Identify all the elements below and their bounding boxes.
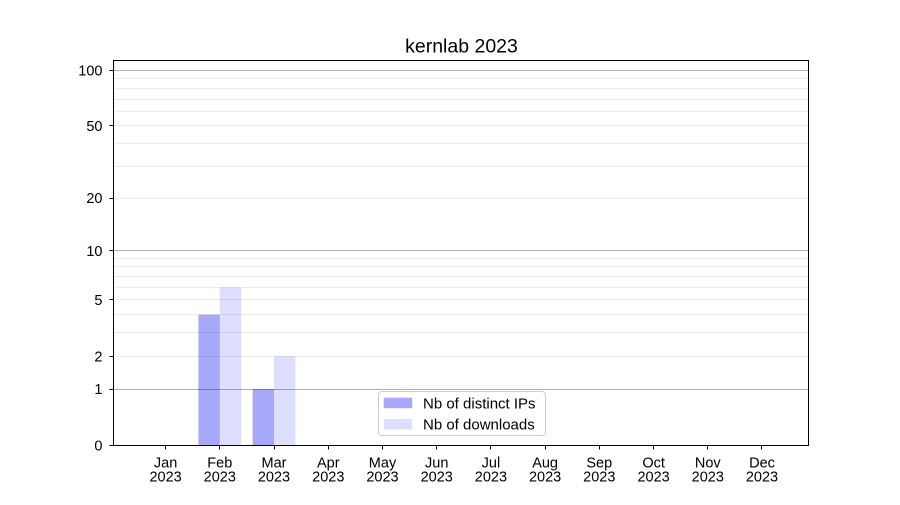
svg-text:Sep: Sep bbox=[586, 456, 612, 472]
svg-text:2023: 2023 bbox=[529, 470, 561, 486]
svg-text:100: 100 bbox=[78, 64, 102, 80]
svg-text:Nov: Nov bbox=[695, 456, 722, 472]
svg-text:Dec: Dec bbox=[749, 456, 775, 472]
svg-text:2: 2 bbox=[94, 349, 102, 365]
svg-text:2023: 2023 bbox=[312, 470, 344, 486]
svg-text:0: 0 bbox=[94, 439, 102, 455]
svg-text:2023: 2023 bbox=[204, 470, 236, 486]
svg-text:Jun: Jun bbox=[425, 456, 448, 472]
svg-text:2023: 2023 bbox=[258, 470, 290, 486]
svg-text:Mar: Mar bbox=[262, 456, 287, 472]
svg-text:50: 50 bbox=[86, 119, 102, 135]
svg-text:2023: 2023 bbox=[637, 470, 669, 486]
svg-text:Nb of downloads: Nb of downloads bbox=[423, 417, 535, 434]
svg-text:Feb: Feb bbox=[207, 456, 232, 472]
svg-text:Jul: Jul bbox=[482, 456, 501, 472]
svg-text:10: 10 bbox=[86, 244, 102, 260]
svg-text:2023: 2023 bbox=[421, 470, 453, 486]
svg-text:Apr: Apr bbox=[317, 456, 340, 472]
svg-text:20: 20 bbox=[86, 191, 102, 207]
svg-text:2023: 2023 bbox=[149, 470, 181, 486]
svg-text:2023: 2023 bbox=[746, 470, 778, 486]
svg-text:Oct: Oct bbox=[642, 456, 665, 472]
svg-text:Aug: Aug bbox=[532, 456, 558, 472]
svg-text:2023: 2023 bbox=[583, 470, 615, 486]
svg-text:5: 5 bbox=[94, 293, 102, 309]
svg-text:2023: 2023 bbox=[475, 470, 507, 486]
svg-text:kernlab 2023: kernlab 2023 bbox=[405, 35, 518, 57]
svg-text:May: May bbox=[369, 456, 397, 472]
svg-text:1: 1 bbox=[94, 382, 102, 398]
svg-text:Nb of distinct IPs: Nb of distinct IPs bbox=[423, 395, 536, 412]
svg-text:2023: 2023 bbox=[366, 470, 398, 486]
svg-text:Jan: Jan bbox=[154, 456, 177, 472]
svg-text:2023: 2023 bbox=[692, 470, 724, 486]
